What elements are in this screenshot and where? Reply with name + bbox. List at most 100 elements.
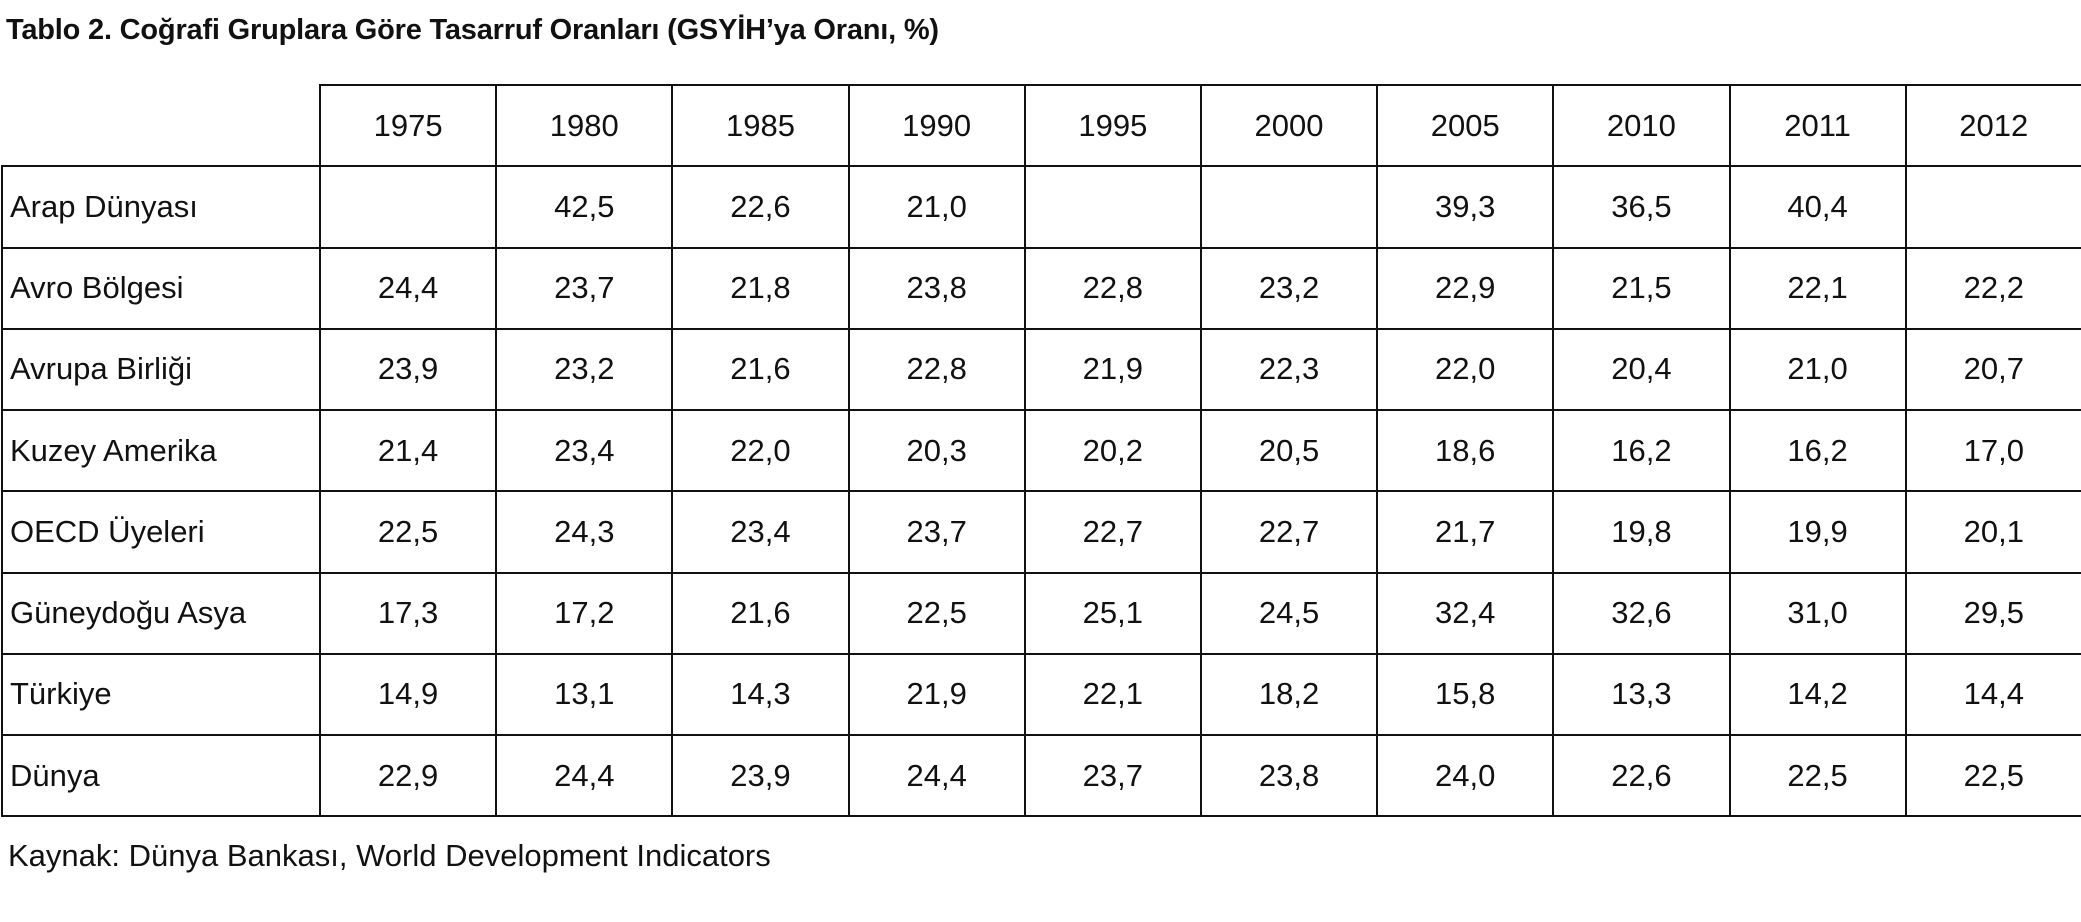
column-header: 1980 <box>495 83 674 168</box>
table-cell: 23,2 <box>495 327 674 412</box>
table-cell: 23,7 <box>495 246 674 330</box>
table-cell: 21,7 <box>1376 490 1555 574</box>
table-cell: 24,4 <box>847 733 1026 818</box>
column-header: 2005 <box>1376 83 1555 168</box>
table-cell: 22,6 <box>671 165 850 249</box>
table-cell: 14,3 <box>671 652 850 737</box>
column-header: 2012 <box>1904 83 2081 168</box>
table-cell: 13,3 <box>1552 652 1731 737</box>
table-cell: 23,9 <box>318 327 498 412</box>
table-cell: 25,1 <box>1023 571 1202 655</box>
table-cell: 32,6 <box>1552 571 1731 655</box>
table-cell: 21,9 <box>847 652 1026 737</box>
table-row: Avro Bölgesi 24,4 23,7 21,8 23,8 22,8 23… <box>1 246 2081 330</box>
table-row: Arap Dünyası 42,5 22,6 21,0 39,3 36,5 40… <box>1 165 2081 249</box>
region-label: Avrupa Birliği <box>1 327 321 412</box>
column-header: 1975 <box>318 83 498 168</box>
table-cell: 22,5 <box>1728 733 1907 818</box>
table-cell: 40,4 <box>1728 165 1907 249</box>
table-cell: 19,8 <box>1552 490 1731 574</box>
region-label: Avro Bölgesi <box>1 246 321 330</box>
savings-rate-table: 1975 1980 1985 1990 1995 2000 2005 2010 … <box>1 83 2081 818</box>
column-header: 2000 <box>1199 83 1379 168</box>
column-header: 1995 <box>1023 83 1202 168</box>
column-header: 1990 <box>847 83 1026 168</box>
table-cell: 17,0 <box>1904 408 2081 493</box>
table-cell: 18,6 <box>1376 408 1555 493</box>
table-cell: 23,8 <box>1199 733 1379 818</box>
table-cell: 14,9 <box>318 652 498 737</box>
table-cell <box>318 165 498 249</box>
table-cell <box>1199 165 1379 249</box>
table-cell: 23,2 <box>1199 246 1379 330</box>
table-title: Tablo 2. Coğrafi Gruplara Göre Tasarruf … <box>6 14 939 46</box>
table-cell: 24,0 <box>1376 733 1555 818</box>
table-cell: 22,9 <box>1376 246 1555 330</box>
table-cell <box>1904 165 2081 249</box>
table-cell: 42,5 <box>495 165 674 249</box>
table-cell: 22,7 <box>1023 490 1202 574</box>
region-label: Arap Dünyası <box>1 165 321 249</box>
table-cell: 21,4 <box>318 408 498 493</box>
table-cell: 17,2 <box>495 571 674 655</box>
table-cell: 21,0 <box>847 165 1026 249</box>
table-cell: 21,8 <box>671 246 850 330</box>
table-cell: 32,4 <box>1376 571 1555 655</box>
table-cell: 15,8 <box>1376 652 1555 737</box>
table-cell: 14,4 <box>1904 652 2081 737</box>
table-row: Türkiye 14,9 13,1 14,3 21,9 22,1 18,2 15… <box>1 652 2081 737</box>
source-note: Kaynak: Dünya Bankası, World Development… <box>8 838 771 873</box>
table-cell: 36,5 <box>1552 165 1731 249</box>
table-row: Kuzey Amerika 21,4 23,4 22,0 20,3 20,2 2… <box>1 408 2081 493</box>
table-cell: 31,0 <box>1728 571 1907 655</box>
table-cell: 22,9 <box>318 733 498 818</box>
table-cell: 22,8 <box>1023 246 1202 330</box>
table-cell <box>1023 165 1202 249</box>
table-cell: 21,6 <box>671 571 850 655</box>
table-cell: 22,7 <box>1199 490 1379 574</box>
table-cell: 22,0 <box>671 408 850 493</box>
table-header-row: 1975 1980 1985 1990 1995 2000 2005 2010 … <box>2 83 2081 168</box>
column-header: 2010 <box>1552 83 1731 168</box>
table-cell: 20,2 <box>1023 408 1202 493</box>
table-cell: 20,7 <box>1904 327 2081 412</box>
table-row: Dünya 22,9 24,4 23,9 24,4 23,7 23,8 24,0… <box>1 733 2081 818</box>
table-cell: 24,4 <box>318 246 498 330</box>
region-label: Güneydoğu Asya <box>1 571 321 655</box>
table-cell: 21,0 <box>1728 327 1907 412</box>
table-cell: 20,3 <box>847 408 1026 493</box>
table-cell: 22,0 <box>1376 327 1555 412</box>
table-cell: 22,3 <box>1199 327 1379 412</box>
table-cell: 16,2 <box>1552 408 1731 493</box>
table-cell: 19,9 <box>1728 490 1907 574</box>
table-cell: 21,9 <box>1023 327 1202 412</box>
region-label: Kuzey Amerika <box>1 408 321 493</box>
region-label: OECD Üyeleri <box>1 490 321 574</box>
table-cell: 21,6 <box>671 327 850 412</box>
table-cell: 23,8 <box>847 246 1026 330</box>
table-row: Güneydoğu Asya 17,3 17,2 21,6 22,5 25,1 … <box>1 571 2081 655</box>
table-cell: 18,2 <box>1199 652 1379 737</box>
table-cell: 22,5 <box>318 490 498 574</box>
table-cell: 14,2 <box>1728 652 1907 737</box>
table-cell: 22,1 <box>1023 652 1202 737</box>
table-cell: 22,2 <box>1904 246 2081 330</box>
table-cell: 21,5 <box>1552 246 1731 330</box>
table-cell: 16,2 <box>1728 408 1907 493</box>
table-row: Avrupa Birliği 23,9 23,2 21,6 22,8 21,9 … <box>1 327 2081 412</box>
column-header: 1985 <box>671 83 850 168</box>
region-label: Dünya <box>1 733 321 818</box>
table-cell: 39,3 <box>1376 165 1555 249</box>
column-header: 2011 <box>1728 83 1907 168</box>
table-cell: 22,5 <box>847 571 1026 655</box>
table-cell: 22,1 <box>1728 246 1907 330</box>
table-cell: 24,4 <box>495 733 674 818</box>
table-cell: 22,5 <box>1904 733 2081 818</box>
table-cell: 23,9 <box>671 733 850 818</box>
table-cell: 20,1 <box>1904 490 2081 574</box>
table-cell: 22,6 <box>1552 733 1731 818</box>
table-row: OECD Üyeleri 22,5 24,3 23,4 23,7 22,7 22… <box>1 490 2081 574</box>
table-cell: 24,5 <box>1199 571 1379 655</box>
region-label: Türkiye <box>1 652 321 737</box>
table-cell: 17,3 <box>318 571 498 655</box>
